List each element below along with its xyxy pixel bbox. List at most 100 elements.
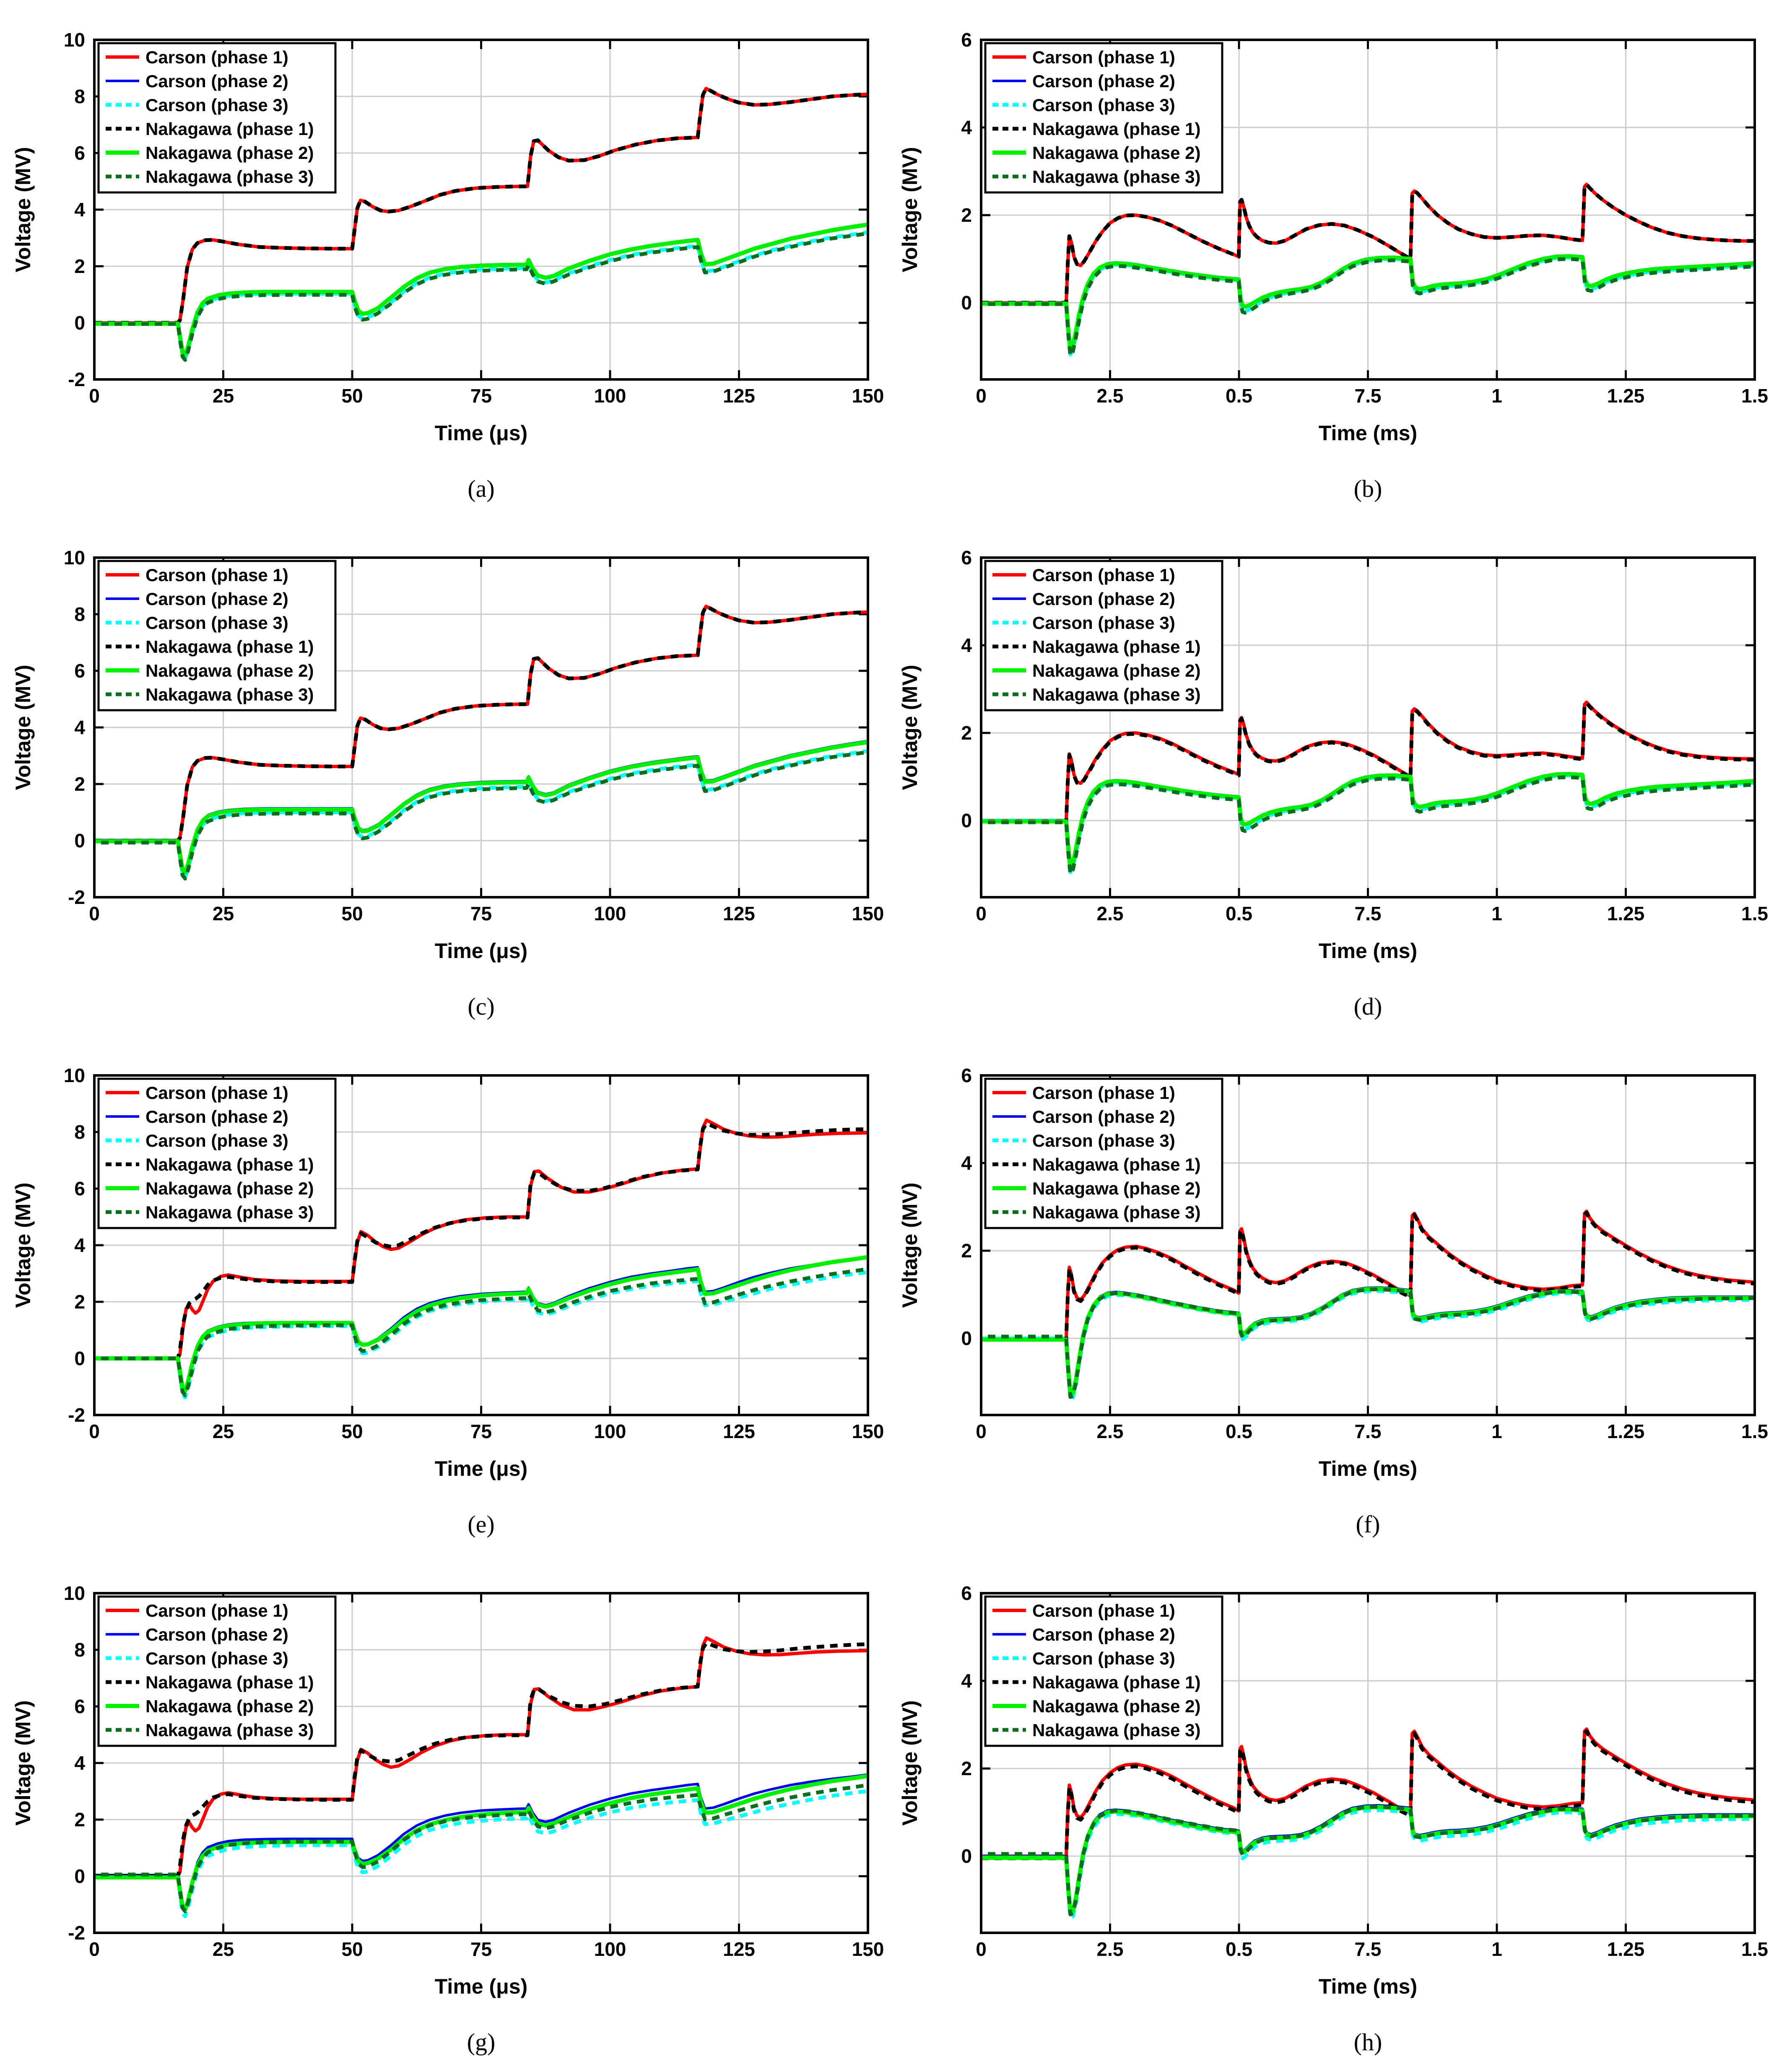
caption-c: (c) <box>468 992 495 1020</box>
x-axis-label: Time (μs) <box>435 939 527 963</box>
legend-label-nakagawa-phase-2: Nakagawa (phase 2) <box>1032 1696 1201 1716</box>
legend-label-carson-phase-1: Carson (phase 1) <box>145 1083 288 1103</box>
y-tick-label: 0 <box>74 830 85 852</box>
x-tick-labels: 0 2.5 0.5 7.5 1 1.25 1.5 <box>976 1938 1768 1960</box>
y-tick-label: 2 <box>961 204 972 226</box>
x-axis-label: Time (μs) <box>435 1457 527 1480</box>
x-tick-labels: 0 2.5 0.5 7.5 1 1.25 1.5 <box>976 1420 1768 1442</box>
series-group <box>981 182 1755 358</box>
x-axis-label: Time (μs) <box>435 1975 527 1998</box>
x-tick-label: 1.5 <box>1741 1938 1768 1960</box>
x-tick-label: 100 <box>594 903 626 924</box>
x-tick-label: 0 <box>89 1420 100 1442</box>
caption-f: (f) <box>1356 1510 1380 1538</box>
series-group <box>94 604 868 880</box>
legend-label-nakagawa-phase-1: Nakagawa (phase 1) <box>1032 1672 1201 1692</box>
x-tick-label: 125 <box>723 1420 755 1442</box>
x-tick-label: 125 <box>723 1938 755 1960</box>
x-tick-label: 0.5 <box>1226 385 1252 407</box>
series-carson-phase-1 <box>94 1636 868 1878</box>
caption-d: (d) <box>1353 992 1382 1020</box>
chart-h: 0 2.5 0.5 7.5 1 1.25 1.5 0 2 4 6 Time (ms) Voltage (… <box>887 1553 1774 2015</box>
series-nakagawa-phase-1 <box>981 701 1755 823</box>
y-axis-label: Voltage (MV) <box>898 1182 922 1308</box>
x-tick-label: 1 <box>1491 903 1502 924</box>
x-tick-label: 0 <box>89 1938 100 1960</box>
legend-label-carson-phase-1: Carson (phase 1) <box>1032 47 1175 67</box>
x-tick-label: 25 <box>213 1420 234 1442</box>
y-tick-label: 4 <box>961 1152 972 1174</box>
series-nakagawa-phase-2 <box>981 254 1755 352</box>
legend-label-nakagawa-phase-1: Nakagawa (phase 1) <box>145 1155 314 1174</box>
x-tick-label: 0 <box>976 1420 987 1442</box>
series-nakagawa-phase-2 <box>94 740 868 875</box>
y-tick-label: 10 <box>64 29 85 51</box>
x-tick-label: 150 <box>852 385 884 407</box>
y-tick-label: 6 <box>74 660 85 682</box>
legend-label-carson-phase-3: Carson (phase 3) <box>145 1131 288 1150</box>
series-group <box>94 1636 868 1919</box>
legend-label-carson-phase-2: Carson (phase 2) <box>145 1107 288 1127</box>
y-tick-label: 2 <box>74 1291 85 1313</box>
y-axis-label: Voltage (MV) <box>11 147 35 272</box>
y-tick-labels: -2 0 2 4 6 8 10 <box>64 29 86 390</box>
legend: Carson (phase 1) Carson (phase 2) Carson (… <box>984 42 1223 194</box>
y-axis-label: Voltage (MV) <box>11 665 35 790</box>
axes-box <box>93 39 869 381</box>
y-tick-label: 8 <box>74 1121 85 1143</box>
legend-box <box>984 42 1223 194</box>
x-tick-label: 0.5 <box>1226 903 1252 924</box>
y-tick-labels: 0 2 4 6 <box>961 29 972 314</box>
y-tick-label: 2 <box>74 255 85 277</box>
x-tick-label: 7.5 <box>1355 1938 1382 1960</box>
chart-svg-b: 0 2.5 0.5 7.5 1 1.25 1.5 0 2 4 6 Time (ms) Voltage (… <box>898 29 1768 445</box>
y-tick-label: 0 <box>74 312 85 334</box>
y-tick-label: 8 <box>74 86 85 107</box>
series-nakagawa-phase-1 <box>981 182 1755 305</box>
legend-label-nakagawa-phase-1: Nakagawa (phase 1) <box>1032 1155 1201 1174</box>
chart-b: 0 2.5 0.5 7.5 1 1.25 1.5 0 2 4 6 Time (ms) Voltage (… <box>887 0 1774 461</box>
y-tick-label: 0 <box>961 292 972 314</box>
y-tick-label: 0 <box>74 1865 85 1887</box>
x-tick-label: 100 <box>594 1420 626 1442</box>
y-axis-label: Voltage (MV) <box>11 1182 35 1308</box>
legend-label-nakagawa-phase-3: Nakagawa (phase 3) <box>1032 1202 1201 1222</box>
y-tick-label: 4 <box>74 1752 85 1774</box>
series-carson-phase-1 <box>981 1727 1755 1858</box>
x-tick-label: 25 <box>213 903 234 924</box>
y-tick-label: 2 <box>961 1758 972 1779</box>
series-nakagawa-phase-3 <box>94 231 868 362</box>
legend-box <box>984 1595 1223 1747</box>
x-tick-label: 1.5 <box>1741 1420 1768 1442</box>
x-tick-label: 0 <box>976 1938 987 1960</box>
subplot-d: 0 2.5 0.5 7.5 1 1.25 1.5 0 2 4 6 Time (ms) Voltage (… <box>887 518 1774 1036</box>
y-tick-label: 6 <box>961 547 972 569</box>
chart-a: 0 25 50 75 100 125 150 -2 0 2 4 6 8 10 Time (μs) Voltag… <box>0 0 887 461</box>
series-nakagawa-phase-1 <box>94 86 868 325</box>
chart-d: 0 2.5 0.5 7.5 1 1.25 1.5 0 2 4 6 Time (ms) Voltage (… <box>887 518 1774 979</box>
legend-box <box>97 1595 337 1747</box>
x-axis-label: Time (ms) <box>1319 939 1417 963</box>
legend-box <box>984 1078 1223 1229</box>
legend-label-nakagawa-phase-2: Nakagawa (phase 2) <box>1032 661 1201 680</box>
series-carson-phase-3 <box>94 230 868 361</box>
legend: Carson (phase 1) Carson (phase 2) Carson (… <box>984 1078 1223 1229</box>
series-group <box>981 700 1755 876</box>
legend-label-nakagawa-phase-1: Nakagawa (phase 1) <box>1032 637 1201 657</box>
axes-box <box>980 556 1756 898</box>
series-carson-phase-1 <box>94 1118 868 1360</box>
x-tick-label: 2.5 <box>1097 903 1124 924</box>
axes-box <box>93 1074 869 1416</box>
x-axis-label: Time (ms) <box>1319 1457 1417 1480</box>
x-tick-label: 2.5 <box>1097 1420 1124 1442</box>
x-tick-label: 50 <box>341 1420 363 1442</box>
subplot-c: 0 25 50 75 100 125 150 -2 0 2 4 6 8 10 Time (μs) Voltag… <box>0 518 887 1036</box>
y-tick-label: 10 <box>64 1582 85 1604</box>
chart-svg-d: 0 2.5 0.5 7.5 1 1.25 1.5 0 2 4 6 Time (ms) Voltage (… <box>898 547 1768 963</box>
legend-label-carson-phase-3: Carson (phase 3) <box>145 95 288 115</box>
series-carson-phase-1 <box>981 1210 1755 1340</box>
y-tick-label: 6 <box>961 1065 972 1086</box>
